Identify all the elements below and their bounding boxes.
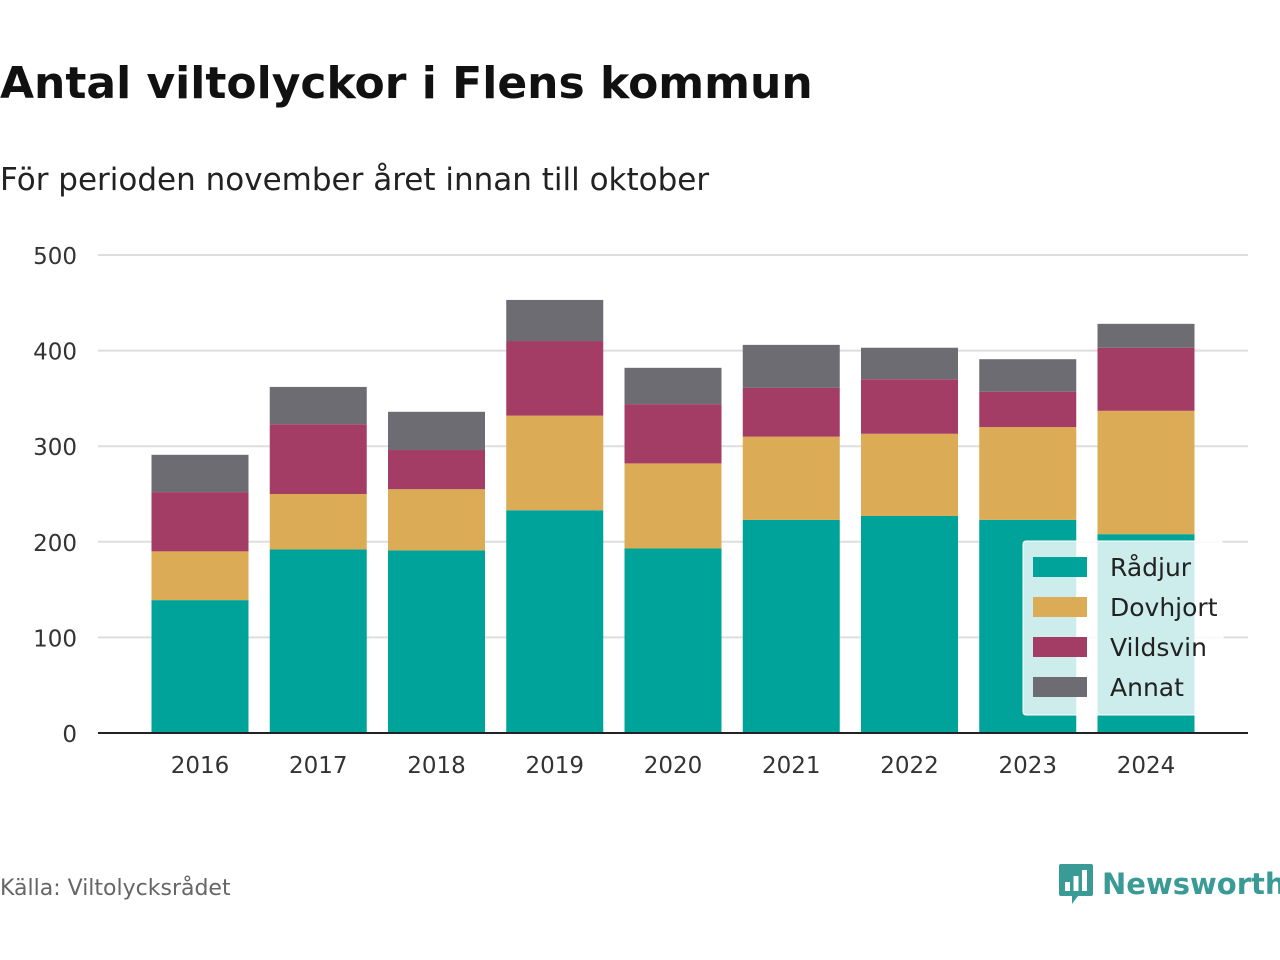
bar-2016-annat xyxy=(151,454,249,493)
bar-2016-vildsvin xyxy=(151,492,249,552)
x-tick-label: 2016 xyxy=(171,753,230,779)
bar-2023-annat xyxy=(979,359,1077,392)
bar-2023-vildsvin xyxy=(979,391,1077,428)
bar-2019-rådjur xyxy=(506,510,604,733)
bar-2020-rådjur xyxy=(624,548,722,733)
x-tick-label: 2022 xyxy=(880,753,939,779)
bar-2018-annat xyxy=(388,411,485,451)
x-tick-label: 2024 xyxy=(1117,753,1176,779)
bar-2019-annat xyxy=(506,299,604,342)
legend-label: Annat xyxy=(1110,673,1184,702)
bar-2018-vildsvin xyxy=(388,450,485,490)
bar-2017-dovhjort xyxy=(269,494,367,550)
brand-logo: Newsworthy xyxy=(1058,862,1280,906)
bar-2017-annat xyxy=(269,386,367,425)
bar-2024-annat xyxy=(1097,323,1195,348)
brand-name: Newsworthy xyxy=(1102,867,1280,901)
bar-chart-speech-bubble-icon xyxy=(1059,864,1093,904)
bar-2021-dovhjort xyxy=(742,436,840,520)
y-tick-label: 400 xyxy=(33,340,77,366)
bars xyxy=(151,299,1195,733)
x-tick-label: 2017 xyxy=(289,753,348,779)
x-tick-label: 2018 xyxy=(407,753,466,779)
x-tick-label: 2021 xyxy=(762,753,821,779)
bar-2021-vildsvin xyxy=(742,387,840,437)
bar-2024-dovhjort xyxy=(1097,410,1195,535)
chart-subtitle: För perioden november året innan till ok… xyxy=(0,162,710,198)
bar-2019-dovhjort xyxy=(506,415,604,511)
bar-2019-vildsvin xyxy=(506,341,604,416)
legend-label: Dovhjort xyxy=(1110,593,1218,622)
x-tick-label: 2023 xyxy=(998,753,1057,779)
bar-2023-dovhjort xyxy=(979,427,1077,520)
bar-2017-rådjur xyxy=(269,549,367,733)
legend-swatch-annat xyxy=(1033,677,1087,697)
y-tick-label: 500 xyxy=(33,244,77,270)
x-tick-label: 2019 xyxy=(525,753,584,779)
legend-swatch-dovhjort xyxy=(1033,597,1087,617)
y-axis-ticks: 0 100 200 300 400 500 xyxy=(33,244,77,748)
bar-2018-dovhjort xyxy=(388,489,485,551)
legend-label: Rådjur xyxy=(1110,553,1192,582)
bar-2020-dovhjort xyxy=(624,463,722,549)
bar-2017-vildsvin xyxy=(269,424,367,494)
stacked-bar-chart: 0 100 200 300 400 500 2016 2017 2018 2019 2020 202… xyxy=(33,244,1248,779)
bar-2021-annat xyxy=(742,344,840,388)
bar-2022-dovhjort xyxy=(861,433,958,516)
legend-swatch-vildsvin xyxy=(1033,637,1087,657)
bar-2016-rådjur xyxy=(151,600,249,733)
bar-2024-vildsvin xyxy=(1097,347,1195,411)
bar-2021-rådjur xyxy=(742,519,840,733)
bar-2022-rådjur xyxy=(861,515,958,733)
legend-swatch-rådjur xyxy=(1033,557,1087,577)
bar-2020-annat xyxy=(624,367,722,405)
chart-title: Antal viltolyckor i Flens kommun xyxy=(0,58,813,109)
legend: Rådjur Dovhjort Vildsvin Annat xyxy=(1022,540,1224,716)
y-tick-label: 300 xyxy=(33,435,77,461)
y-tick-label: 0 xyxy=(62,722,77,748)
bar-2022-vildsvin xyxy=(861,379,958,434)
legend-box xyxy=(1022,540,1224,716)
legend-label: Vildsvin xyxy=(1110,633,1207,662)
x-tick-label: 2020 xyxy=(644,753,703,779)
x-axis-ticks: 2016 2017 2018 2019 2020 2021 2022 2023 2024 xyxy=(171,753,1176,779)
y-tick-label: 200 xyxy=(33,531,77,557)
y-tick-label: 100 xyxy=(33,626,77,652)
source-note: Källa: Viltolycksrådet xyxy=(0,876,231,901)
bar-2022-annat xyxy=(861,347,958,380)
bar-2018-rådjur xyxy=(388,550,485,733)
bar-2020-vildsvin xyxy=(624,404,722,464)
bar-2016-dovhjort xyxy=(151,551,249,601)
